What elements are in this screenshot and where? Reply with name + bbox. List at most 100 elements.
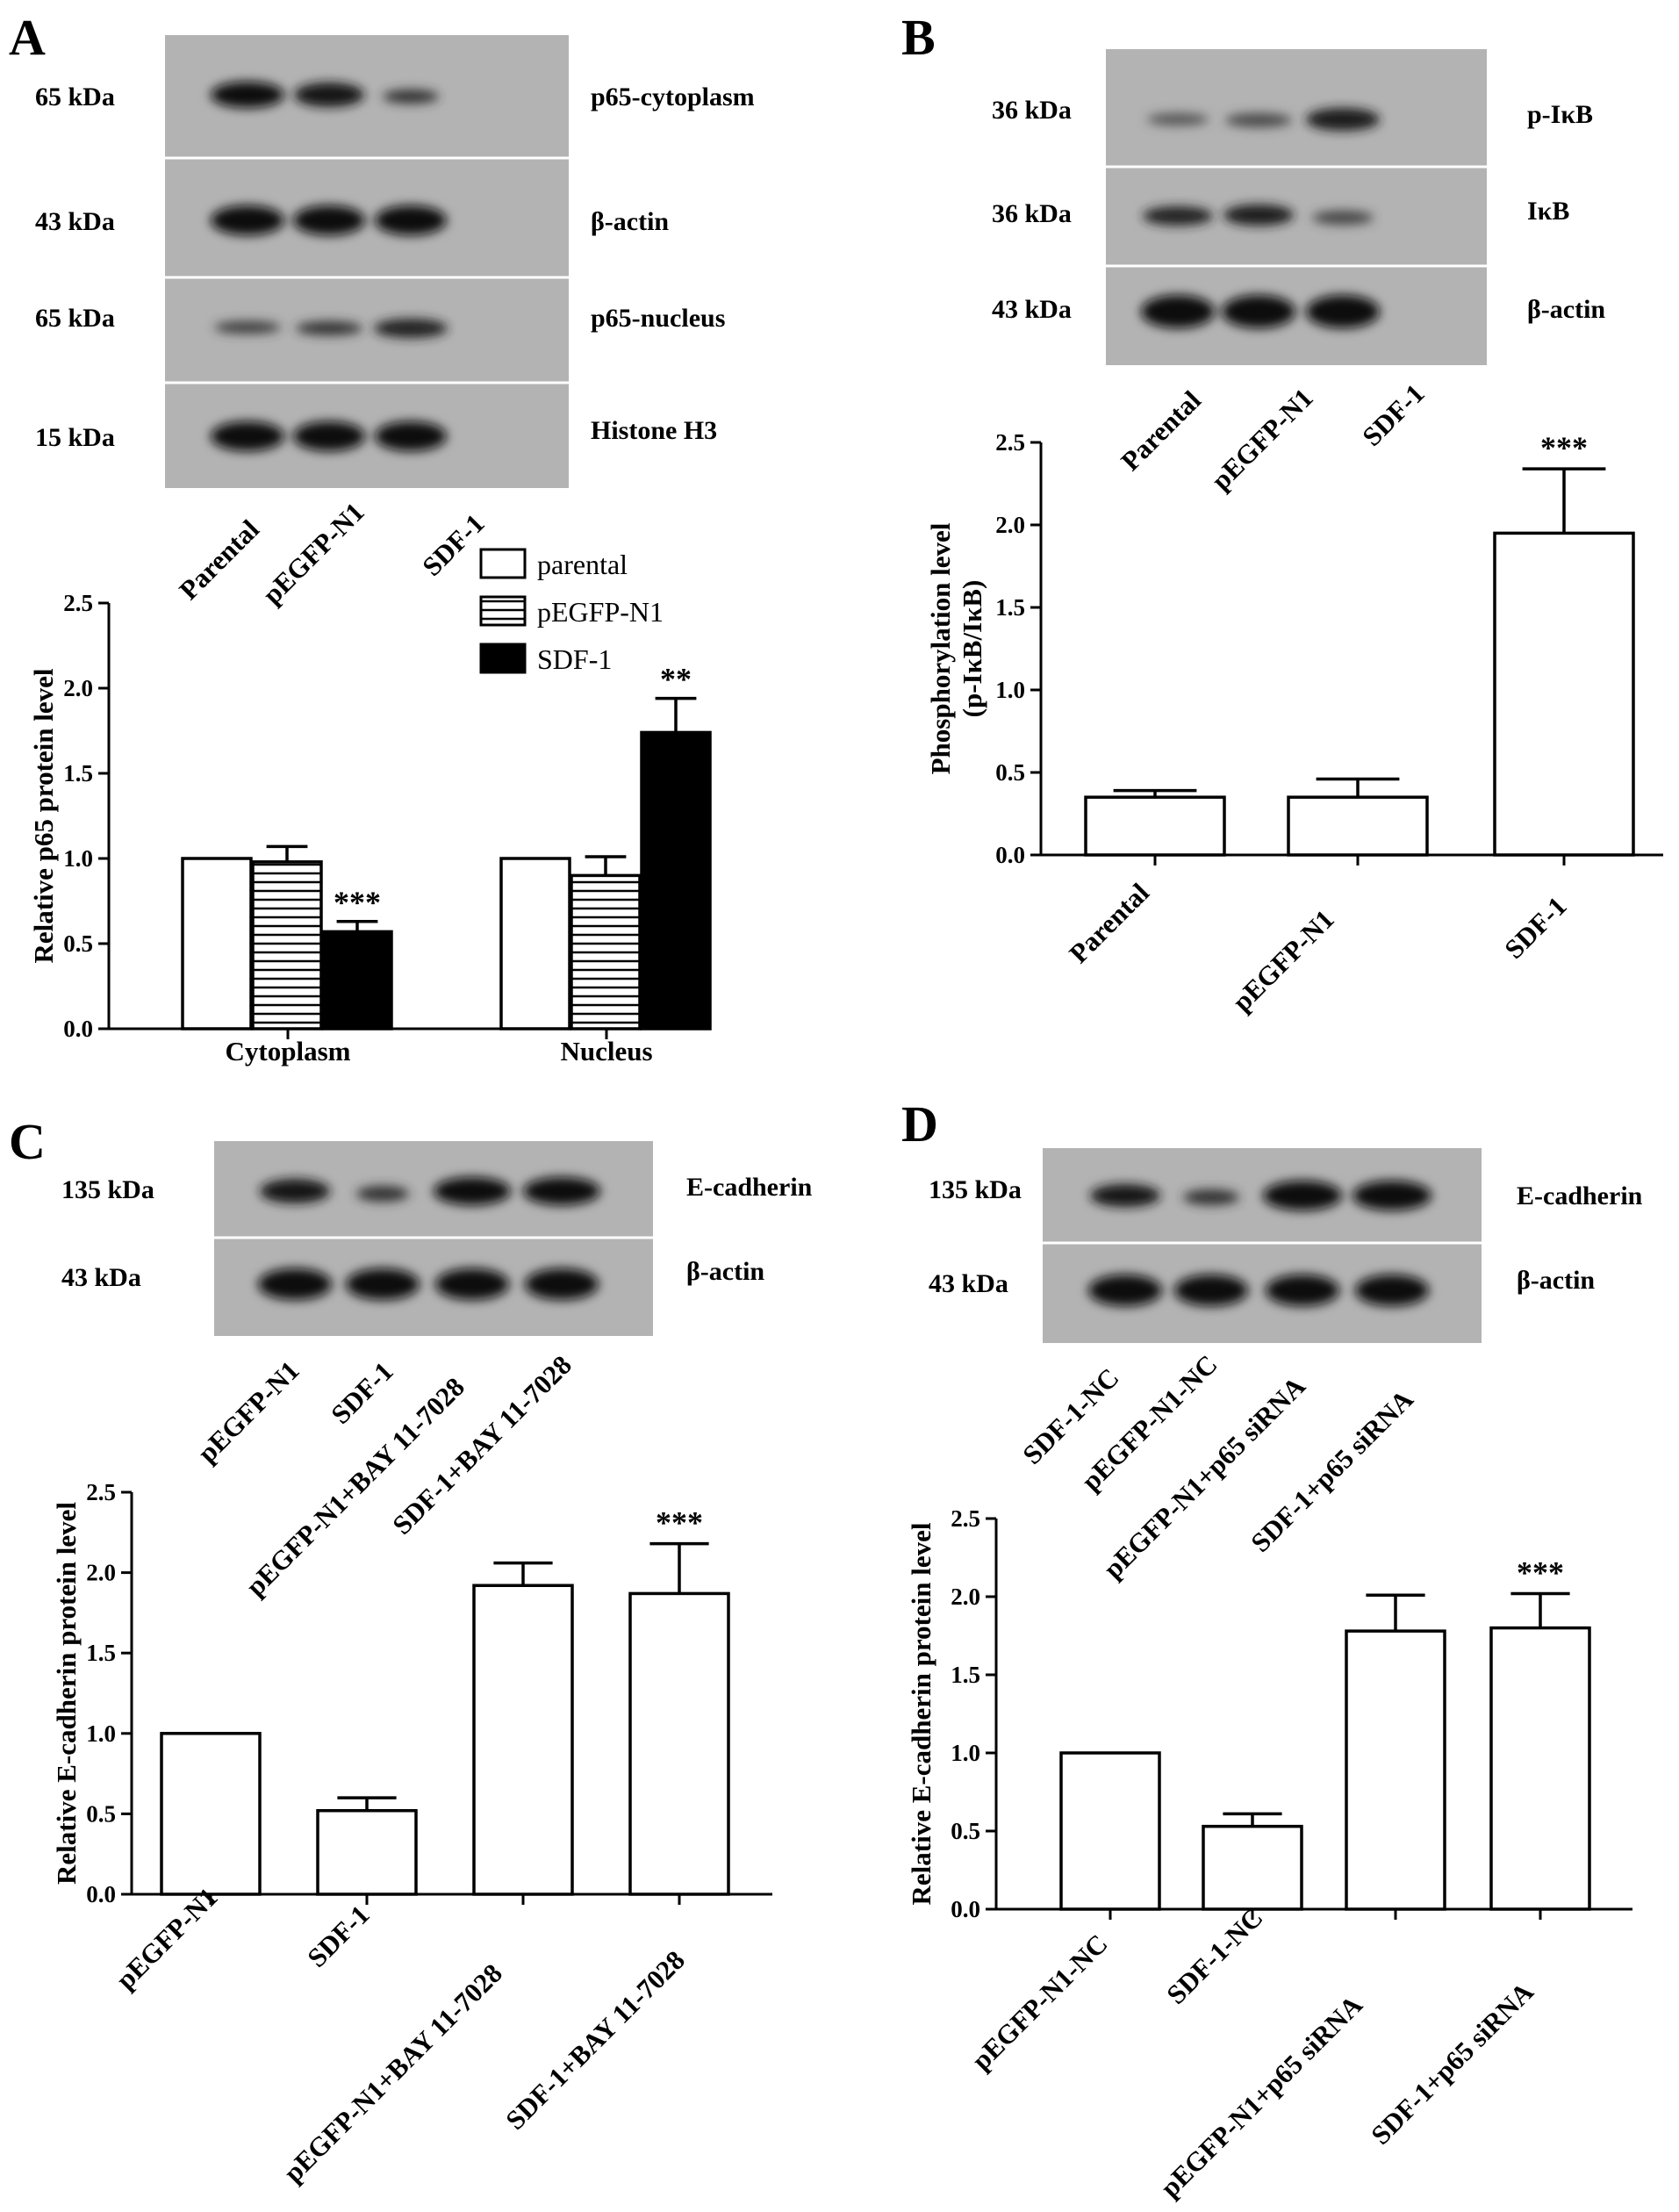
x-tick-label-d-3: SDF-1+p65 siRNA bbox=[1365, 1976, 1539, 2151]
blot-c-kda-1: 135 kDa bbox=[61, 1175, 154, 1204]
blot-c-lane-2: SDF-1 bbox=[325, 1356, 398, 1430]
y-tick-label-c-1: 0.5 bbox=[86, 1800, 116, 1827]
legend-swatch-pegfp bbox=[479, 595, 527, 627]
y-axis-title-a: Relative p65 protein level bbox=[28, 668, 59, 963]
bar-c-1 bbox=[316, 1808, 418, 1896]
x-tick-label-d-2: pEGFP-N1+p65 siRNA bbox=[1154, 1989, 1368, 2203]
blot-d-protein-2: β-actin bbox=[1517, 1266, 1595, 1295]
bar-c-0 bbox=[160, 1732, 262, 1896]
y-tick-label-c-0: 0.0 bbox=[86, 1881, 116, 1907]
bar-b-2 bbox=[1493, 531, 1635, 857]
bar-a-0-1 bbox=[251, 860, 323, 1031]
y-tick-label-b-4: 2.0 bbox=[995, 512, 1025, 538]
y-axis-title-line-b-0: Phosphorylation level bbox=[925, 522, 956, 774]
chart-b: 0.0 0.5 1.0 1.5 2.0 2.5 Phosphorylation level(… bbox=[925, 429, 1663, 1017]
panel-label-d: D bbox=[901, 1095, 938, 1153]
y-axis-title-line-c-0: Relative E-cadherin protein level bbox=[51, 1502, 82, 1885]
significance-c-3: *** bbox=[656, 1505, 703, 1540]
blot-a-protein-3: p65-nucleus bbox=[591, 304, 725, 333]
y-tick-label-b-2: 1.0 bbox=[995, 677, 1025, 703]
bar-b-0 bbox=[1084, 795, 1226, 857]
y-tick-label-c-2: 1.0 bbox=[86, 1720, 116, 1747]
panel-label-c: C bbox=[9, 1113, 46, 1170]
legend-label-pegfp: pEGFP-N1 bbox=[537, 596, 664, 628]
blot-c-protein-1: E-cadherin bbox=[686, 1173, 813, 1202]
blot-c-kda-2: 43 kDa bbox=[61, 1263, 141, 1292]
panel-label-b: B bbox=[901, 9, 936, 66]
blot-b: 36 kDa 36 kDa 43 kDa p-IκB IκB β-actin P… bbox=[992, 49, 1605, 496]
legend-swatch-sdf1 bbox=[479, 643, 527, 674]
bar-d-0 bbox=[1059, 1751, 1161, 1911]
y-tick-label-a-2: 1.0 bbox=[63, 845, 93, 872]
significance-b-2: *** bbox=[1540, 430, 1588, 465]
blot-b-protein-2: IκB bbox=[1527, 197, 1569, 226]
bar-d-3 bbox=[1489, 1626, 1591, 1911]
blot-a-kda-1: 65 kDa bbox=[35, 83, 115, 111]
y-tick-label-d-4: 2.0 bbox=[951, 1584, 980, 1610]
y-tick-label-c-4: 2.0 bbox=[86, 1560, 116, 1586]
y-tick-label-b-3: 1.5 bbox=[995, 594, 1025, 621]
chart-a: 0.0 0.5 1.0 1.5 2.0 2.5 Relative p65 protein l… bbox=[28, 590, 712, 1066]
blot-b-protein-3: β-actin bbox=[1527, 295, 1605, 324]
y-tick-label-d-5: 2.5 bbox=[951, 1505, 980, 1532]
bar-a-1-1 bbox=[570, 873, 642, 1031]
blot-b-kda-2: 36 kDa bbox=[992, 199, 1072, 228]
blot-d-kda-1: 135 kDa bbox=[929, 1175, 1022, 1204]
blot-a-lane-2: pEGFP-N1 bbox=[256, 496, 370, 609]
blot-b-protein-1: p-IκB bbox=[1527, 100, 1593, 129]
blot-a-lane-3: SDF-1 bbox=[416, 508, 490, 582]
blot-a: 65 kDa 43 kDa 65 kDa 15 kDa p65-cytoplas… bbox=[35, 35, 755, 610]
panel-label-a: A bbox=[9, 9, 46, 66]
blot-b-lane-3: SDF-1 bbox=[1356, 378, 1430, 452]
bar-d-1 bbox=[1202, 1824, 1303, 1911]
chart-d: 0.0 0.5 1.0 1.5 2.0 2.5 Relative E-cadherin pr… bbox=[906, 1505, 1632, 2203]
bar-b-1 bbox=[1287, 795, 1429, 857]
x-tick-label-b-2: SDF-1 bbox=[1498, 891, 1572, 965]
blot-b-lane-2: pEGFP-N1 bbox=[1205, 382, 1318, 495]
blot-b-lane-1: Parental bbox=[1115, 384, 1207, 477]
x-tick-label-d-1: SDF-1-NC bbox=[1160, 1902, 1268, 2010]
y-tick-label-b-1: 0.5 bbox=[995, 759, 1025, 786]
y-tick-label-c-3: 1.5 bbox=[86, 1640, 116, 1666]
y-axis-title-b: Phosphorylation level(p-IκB/IκB) bbox=[925, 522, 987, 774]
blot-c-protein-2: β-actin bbox=[686, 1257, 764, 1286]
y-tick-label-b-5: 2.5 bbox=[995, 429, 1025, 456]
blot-a-kda-2: 43 kDa bbox=[35, 207, 115, 236]
x-tick-label-a-0: Cytoplasm bbox=[226, 1036, 351, 1066]
x-tick-label-c-2: pEGFP-N1+BAY 11-7028 bbox=[277, 1957, 508, 2188]
blot-d-membrane bbox=[1043, 1148, 1482, 1343]
blot-a-kda-3: 65 kDa bbox=[35, 304, 115, 333]
blot-a-kda-4: 15 kDa bbox=[35, 423, 115, 452]
y-axis-title-line-d-0: Relative E-cadherin protein level bbox=[906, 1522, 936, 1905]
x-tick-label-a-1: Nucleus bbox=[560, 1036, 652, 1066]
x-tick-label-c-3: SDF-1+BAY 11-7028 bbox=[499, 1944, 691, 2136]
y-tick-label-a-3: 1.5 bbox=[63, 760, 93, 786]
blot-b-kda-3: 43 kDa bbox=[992, 295, 1072, 324]
significance-d-3: *** bbox=[1517, 1555, 1564, 1590]
blot-d-protein-1: E-cadherin bbox=[1517, 1181, 1643, 1210]
blot-a-protein-1: p65-cytoplasm bbox=[591, 83, 755, 111]
bar-a-0-2 bbox=[321, 930, 393, 1031]
y-tick-label-d-2: 1.0 bbox=[951, 1740, 980, 1766]
y-tick-label-a-1: 0.5 bbox=[63, 930, 93, 957]
y-axis-title-line-a-0: Relative p65 protein level bbox=[28, 668, 59, 963]
bar-c-2 bbox=[472, 1584, 574, 1896]
legend-a: parental pEGFP-N1 SDF-1 bbox=[479, 548, 664, 675]
y-axis-title-d: Relative E-cadherin protein level bbox=[906, 1522, 936, 1905]
bar-d-2 bbox=[1345, 1629, 1446, 1911]
legend-swatch-parental bbox=[479, 548, 527, 579]
y-tick-label-c-5: 2.5 bbox=[86, 1479, 116, 1505]
blot-a-membrane bbox=[165, 35, 569, 488]
x-tick-label-c-1: SDF-1 bbox=[301, 1900, 375, 1973]
blot-b-kda-1: 36 kDa bbox=[992, 96, 1072, 125]
x-tick-label-d-0: pEGFP-N1-NC bbox=[965, 1928, 1113, 2076]
legend-label-parental: parental bbox=[537, 549, 628, 580]
y-tick-label-a-0: 0.0 bbox=[63, 1016, 93, 1042]
x-tick-label-b-1: pEGFP-N1 bbox=[1226, 903, 1339, 1016]
y-axis-title-line-b-1: (p-IκB/IκB) bbox=[957, 580, 987, 718]
x-tick-label-b-0: Parental bbox=[1063, 877, 1155, 969]
y-axis-title-c: Relative E-cadherin protein level bbox=[51, 1502, 82, 1885]
blot-a-protein-2: β-actin bbox=[591, 207, 669, 236]
